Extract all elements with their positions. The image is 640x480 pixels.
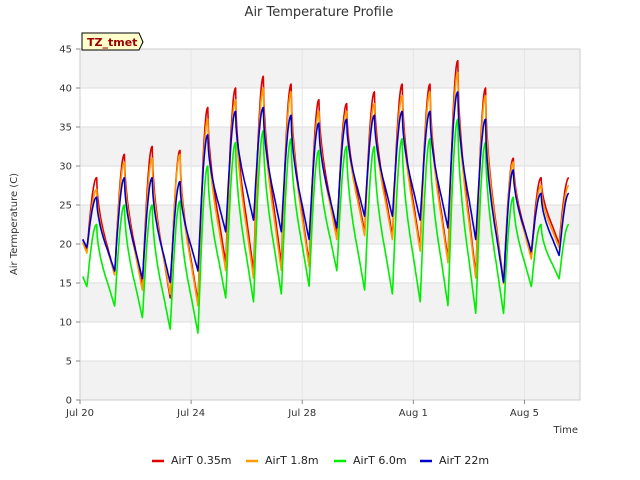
legend-label: AirT 1.8m <box>265 454 319 467</box>
y-tick-label: 5 <box>66 357 72 368</box>
x-tick-label: Jul 20 <box>65 408 94 419</box>
y-tick-label: 45 <box>59 45 72 56</box>
y-tick-label: 40 <box>59 84 72 95</box>
y-tick-label: 0 <box>66 396 72 407</box>
plot-bands <box>80 49 580 400</box>
legend-label: AirT 0.35m <box>171 454 232 467</box>
y-tick-label: 35 <box>59 123 72 134</box>
y-axis-ticks: 0 5 10 15 20 25 30 35 40 45 <box>59 45 80 407</box>
y-tick-label: 20 <box>59 240 72 251</box>
series-lines <box>82 59 570 334</box>
series-line <box>82 91 570 284</box>
x-tick-label: Aug 5 <box>510 408 539 419</box>
y-tick-label: 25 <box>59 201 72 212</box>
y-tick-label: 10 <box>59 318 72 329</box>
legend-label: AirT 22m <box>439 454 489 467</box>
tz-badge-shape <box>81 32 144 51</box>
x-axis-ticks: Jul 20 Jul 24 Jul 28 Aug 1 Aug 5 <box>65 400 539 419</box>
series-line <box>82 118 570 334</box>
y-tick-label: 30 <box>59 162 72 173</box>
plot-band <box>80 127 580 166</box>
x-tick-label: Jul 24 <box>176 408 205 419</box>
x-axis-title: Time <box>553 425 578 436</box>
x-tick-label: Aug 1 <box>399 408 428 419</box>
legend-label: AirT 6.0m <box>353 454 407 467</box>
plot-frame <box>79 48 581 401</box>
plot-band <box>80 361 580 400</box>
y-axis-title: Air Termperature (C) <box>9 173 20 275</box>
chart-title: Air Temperature Profile <box>245 5 394 20</box>
plot-band <box>80 49 580 88</box>
tz-badge: TZ_tmet <box>81 32 144 51</box>
tz-badge-label: TZ_tmet <box>87 36 137 49</box>
y-tick-label: 15 <box>59 279 72 290</box>
legend: AirT 0.35m AirT 1.8m AirT 6.0m AirT 22m <box>152 454 489 467</box>
x-tick-label: Jul 28 <box>287 408 316 419</box>
plot-band <box>80 283 580 322</box>
